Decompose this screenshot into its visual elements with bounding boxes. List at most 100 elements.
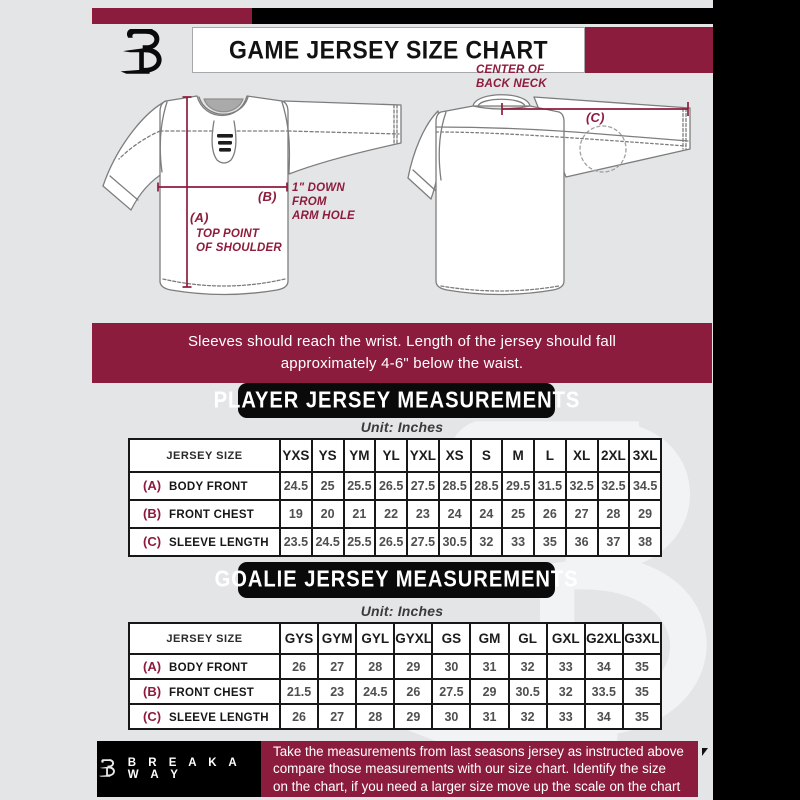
row-label: (C) SLEEVE LENGTH	[128, 703, 281, 730]
measurement-cell: 25.5	[342, 471, 377, 501]
measurement-cell: 26	[393, 678, 434, 705]
measurement-cell: 23.5	[279, 527, 313, 557]
front-jersey-right-sleeve	[283, 100, 402, 175]
row-title: FRONT CHEST	[169, 686, 255, 699]
measurement-cell: 32.5	[564, 471, 599, 501]
row-title: SLEEVE LENGTH	[169, 537, 269, 549]
measurement-cell: 26	[278, 703, 320, 730]
label-b-key: (B)	[258, 189, 277, 204]
row-label: (A) BODY FRONT	[128, 653, 281, 680]
cursor-artifact	[702, 748, 708, 756]
instruction-banner: Sleeves should reach the wrist. Length o…	[92, 323, 712, 383]
measurement-cell: 33	[501, 527, 535, 557]
measurement-cell: 35	[621, 703, 663, 730]
measurement-cell: 26.5	[374, 471, 408, 501]
measurement-cell: 24.5	[310, 527, 345, 557]
top-bar-maroon-segment	[92, 8, 252, 24]
measurement-cell: 21	[342, 499, 377, 529]
player-section-heading: PLAYER JERSEY MEASUREMENTS	[213, 387, 580, 413]
measurement-cell: 36	[564, 527, 599, 557]
label-c-key: (C)	[586, 110, 605, 125]
measurement-cell: 37	[596, 527, 631, 557]
measurement-cell: 35	[621, 653, 663, 680]
player-unit-label: Unit: Inches	[360, 419, 444, 435]
measurement-cell: 24.5	[355, 678, 396, 705]
page-title: GAME JERSEY SIZE CHART	[229, 35, 548, 64]
title-maroon-block	[585, 27, 713, 73]
measurement-cell: 25	[501, 499, 535, 529]
row-title: BODY FRONT	[169, 661, 248, 674]
table-header-row: JERSEY SIZE YXS YS YM YL YXL XS S M L XL 2XL 3XL	[128, 438, 662, 473]
measurement-cell: 30	[431, 653, 472, 680]
measurement-cell: 25.5	[342, 527, 377, 557]
table-row: (C) SLEEVE LENGTH 26 27 28 29 30 31 32 33 34 35	[128, 703, 663, 730]
measurement-cell: 32.5	[596, 471, 631, 501]
row-title: BODY FRONT	[169, 481, 248, 493]
front-jersey-lace-collar	[211, 120, 237, 164]
breakaway-logo-icon	[112, 25, 178, 83]
row-label: (B) FRONT CHEST	[128, 678, 281, 705]
row-key: (C)	[143, 534, 162, 549]
measurement-cell: 31.5	[533, 471, 567, 501]
col-header-size: YS	[310, 438, 345, 473]
measurement-cell: 33	[545, 703, 586, 730]
label-a-key: (A)	[190, 210, 209, 225]
col-header-size: GXL	[545, 622, 586, 655]
col-header-size: GM	[469, 622, 510, 655]
col-header-size: L	[533, 438, 567, 473]
table-row: (B) FRONT CHEST 19 20 21 22 23 24 24 25 26 27 28 29	[128, 499, 662, 529]
col-header-size: XL	[564, 438, 599, 473]
top-bar-black-segment	[252, 8, 713, 24]
player-section-banner: PLAYER JERSEY MEASUREMENTS	[213, 383, 579, 418]
label-b-note: 1" DOWN FROM ARM HOLE	[292, 182, 355, 223]
table-row: (C) SLEEVE LENGTH 23.5 24.5 25.5 26.5 27.5 30.5…	[128, 527, 662, 557]
col-header-jersey-size: JERSEY SIZE	[128, 438, 281, 473]
col-header-size: 2XL	[596, 438, 631, 473]
measurement-cell: 33.5	[583, 678, 624, 705]
measurement-cell: 27.5	[431, 678, 472, 705]
measurement-cell: 30	[431, 703, 472, 730]
row-key: (C)	[143, 708, 162, 724]
row-key: (B)	[143, 506, 162, 521]
col-header-jersey-size: JERSEY SIZE	[128, 622, 281, 655]
measurement-cell: 31	[469, 703, 510, 730]
measurement-cell: 32	[469, 527, 504, 557]
col-header-size: 3XL	[628, 438, 662, 473]
measurement-cell: 27	[564, 499, 599, 529]
measurement-cell: 25	[310, 471, 345, 501]
measurement-cell: 29	[628, 499, 662, 529]
instruction-text: Sleeves should reach the wrist. Length o…	[187, 332, 617, 373]
measurement-cell: 30.5	[507, 678, 548, 705]
front-jersey-left-sleeve	[102, 100, 167, 211]
measurement-cell: 23	[406, 499, 440, 529]
col-header-size: YXL	[406, 438, 440, 473]
goalie-unit-label: Unit: Inches	[360, 603, 444, 619]
measurement-cell: 34	[583, 653, 624, 680]
back-jersey-left-sleeve	[407, 110, 444, 200]
row-label: (B) FRONT CHEST	[128, 499, 281, 529]
col-header-size: G3XL	[621, 622, 663, 655]
col-header-size: GYM	[317, 622, 358, 655]
measurement-cell: 35	[621, 678, 663, 705]
measurement-cell: 34.5	[628, 471, 662, 501]
table-row: (B) FRONT CHEST 21.5 23 24.5 26 27.5 29 30.5 32 33…	[128, 678, 663, 705]
row-key: (A)	[143, 478, 162, 493]
label-c-note: CENTER OF BACK NECK	[476, 64, 547, 91]
measurement-cell: 32	[507, 703, 548, 730]
row-title: FRONT CHEST	[169, 509, 255, 521]
back-jersey-right-sleeve	[533, 96, 691, 178]
table-row: (A) BODY FRONT 26 27 28 29 30 31 32 33 34 35	[128, 653, 663, 680]
row-label: (A) BODY FRONT	[128, 471, 281, 501]
measurement-cell: 21.5	[278, 678, 320, 705]
measurement-cell: 34	[583, 703, 624, 730]
measurement-cell: 20	[310, 499, 345, 529]
col-header-size: GS	[431, 622, 472, 655]
row-title: SLEEVE LENGTH	[169, 711, 269, 724]
measurement-cell: 26	[278, 653, 320, 680]
goalie-measurements-table: JERSEY SIZE GYS GYM GYL GYXL GS GM GL GXL G2XL G3X…	[128, 622, 663, 730]
breakaway-footer-logo-icon	[97, 754, 120, 784]
footer-note-box: Take the measurements from last seasons …	[261, 741, 698, 797]
measurement-cell: 32	[545, 678, 586, 705]
measurement-cell: 26	[533, 499, 567, 529]
